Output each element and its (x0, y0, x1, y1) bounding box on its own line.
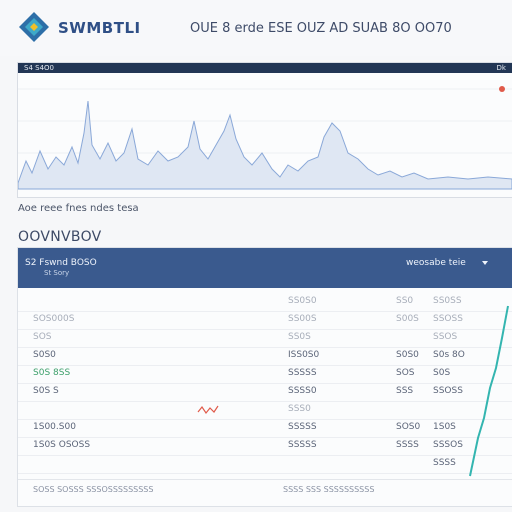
table-row[interactable]: SOS SS0S SSOS (18, 329, 512, 348)
table-header-title: S2 Fswnd BOSO (25, 258, 97, 268)
table-cell: SOS000S (33, 314, 75, 324)
section-title: OOVNVBOV (18, 229, 102, 245)
table-cell: S00S (396, 314, 419, 324)
table-row[interactable]: S0S 8SS SSSSS SOS S0S (18, 365, 512, 384)
table-cell: SSOSS (433, 386, 463, 396)
table-cell: SS0SS (433, 296, 462, 306)
table-cell: SS0 (396, 296, 414, 306)
table-cell: 1S0S OSOSS (33, 440, 91, 450)
table-cell: ISS0S0 (288, 350, 320, 360)
table-cell: S0S 8SS (33, 368, 71, 378)
table-cell: SS00S (288, 314, 317, 324)
top-header: SWMBTLI OUE 8 erde ESE OUZ AD SUAB 8O OO… (0, 0, 512, 56)
table-cell: 1S00.S00 (33, 422, 76, 432)
filter-dropdown[interactable]: weosabe teie (406, 258, 466, 268)
table-row[interactable]: SS0S0 SS0 SS0SS (18, 293, 512, 312)
trend-sparkline (469, 305, 509, 477)
table-cell: S0S (433, 368, 451, 378)
table-cell: SOS (396, 368, 415, 378)
table-cell: SSS0 (288, 404, 311, 414)
table-footer-mid: SSSS SSS SSSSSSSSSS (283, 485, 375, 494)
table-divider (18, 479, 512, 480)
chart-toolbar: S4 S4O0 Dk (18, 63, 512, 73)
table-header: S2 Fswnd BOSO St Sory weosabe teie (18, 248, 512, 288)
table-row[interactable]: S0S S SSSS0 SSS SSOSS (18, 383, 512, 402)
table-cell: SSSS (433, 458, 456, 468)
table-cell: SSSSS (288, 422, 317, 432)
data-table: S2 Fswnd BOSO St Sory weosabe teie SS0S0… (17, 247, 512, 507)
table-cell: SSOS (433, 332, 458, 342)
table-cell: SSSS (396, 440, 419, 450)
chart-area (18, 100, 512, 190)
table-cell: SS0S0 (288, 296, 317, 306)
table-cell: 1S0S (433, 422, 456, 432)
table-cell: SSSSS (288, 368, 317, 378)
table-header-subtitle: St Sory (44, 269, 70, 277)
app-name: SWMBTLI (58, 19, 141, 37)
diamond-logo-icon[interactable] (18, 11, 50, 43)
table-cell: SSSSS (288, 440, 317, 450)
table-cell: SOS (33, 332, 52, 342)
price-chart-panel: S4 S4O0 Dk (17, 62, 512, 198)
table-cell: SSSOS (433, 440, 463, 450)
table-footer-left: SOSS SOSSS SSSOSSSSSSSSS (33, 485, 154, 494)
table-row[interactable]: 1S00.S00 SSSSS SOS0 1S0S (18, 419, 512, 438)
table-cell: SSOSS (433, 314, 463, 324)
chart-toolbar-menu[interactable]: Dk (496, 64, 506, 72)
table-cell: SSS (396, 386, 414, 396)
table-row[interactable]: SSS0 (18, 401, 512, 420)
table-cell: SSSS0 (288, 386, 317, 396)
chevron-down-icon[interactable] (482, 261, 488, 265)
page-title: OUE 8 erde ESE OUZ AD SUAB 8O OO70 (190, 21, 452, 36)
table-row[interactable]: S0S0 ISS0S0 S0S0 S0s 8O (18, 347, 512, 366)
table-cell: S0S0 (396, 350, 419, 360)
table-row[interactable]: 1S0S OSOSS SSSSS SSSS SSSOS (18, 437, 512, 456)
table-cell: S0S0 (33, 350, 56, 360)
table-row[interactable]: SSSS (18, 455, 512, 474)
chart-toolbar-label: S4 S4O0 (24, 64, 54, 72)
chart-marker[interactable] (499, 86, 505, 92)
table-row[interactable]: SOS000S SS00S S00S SSOSS (18, 311, 512, 330)
table-cell: SS0S (288, 332, 311, 342)
row-sparkline-icon (197, 405, 219, 415)
area-chart (18, 86, 512, 190)
table-cell: S0S S (33, 386, 59, 396)
chart-caption: Aoe reee fnes ndes tesa (18, 203, 139, 214)
table-cell: S0s 8O (433, 350, 465, 360)
table-cell: SOS0 (396, 422, 421, 432)
